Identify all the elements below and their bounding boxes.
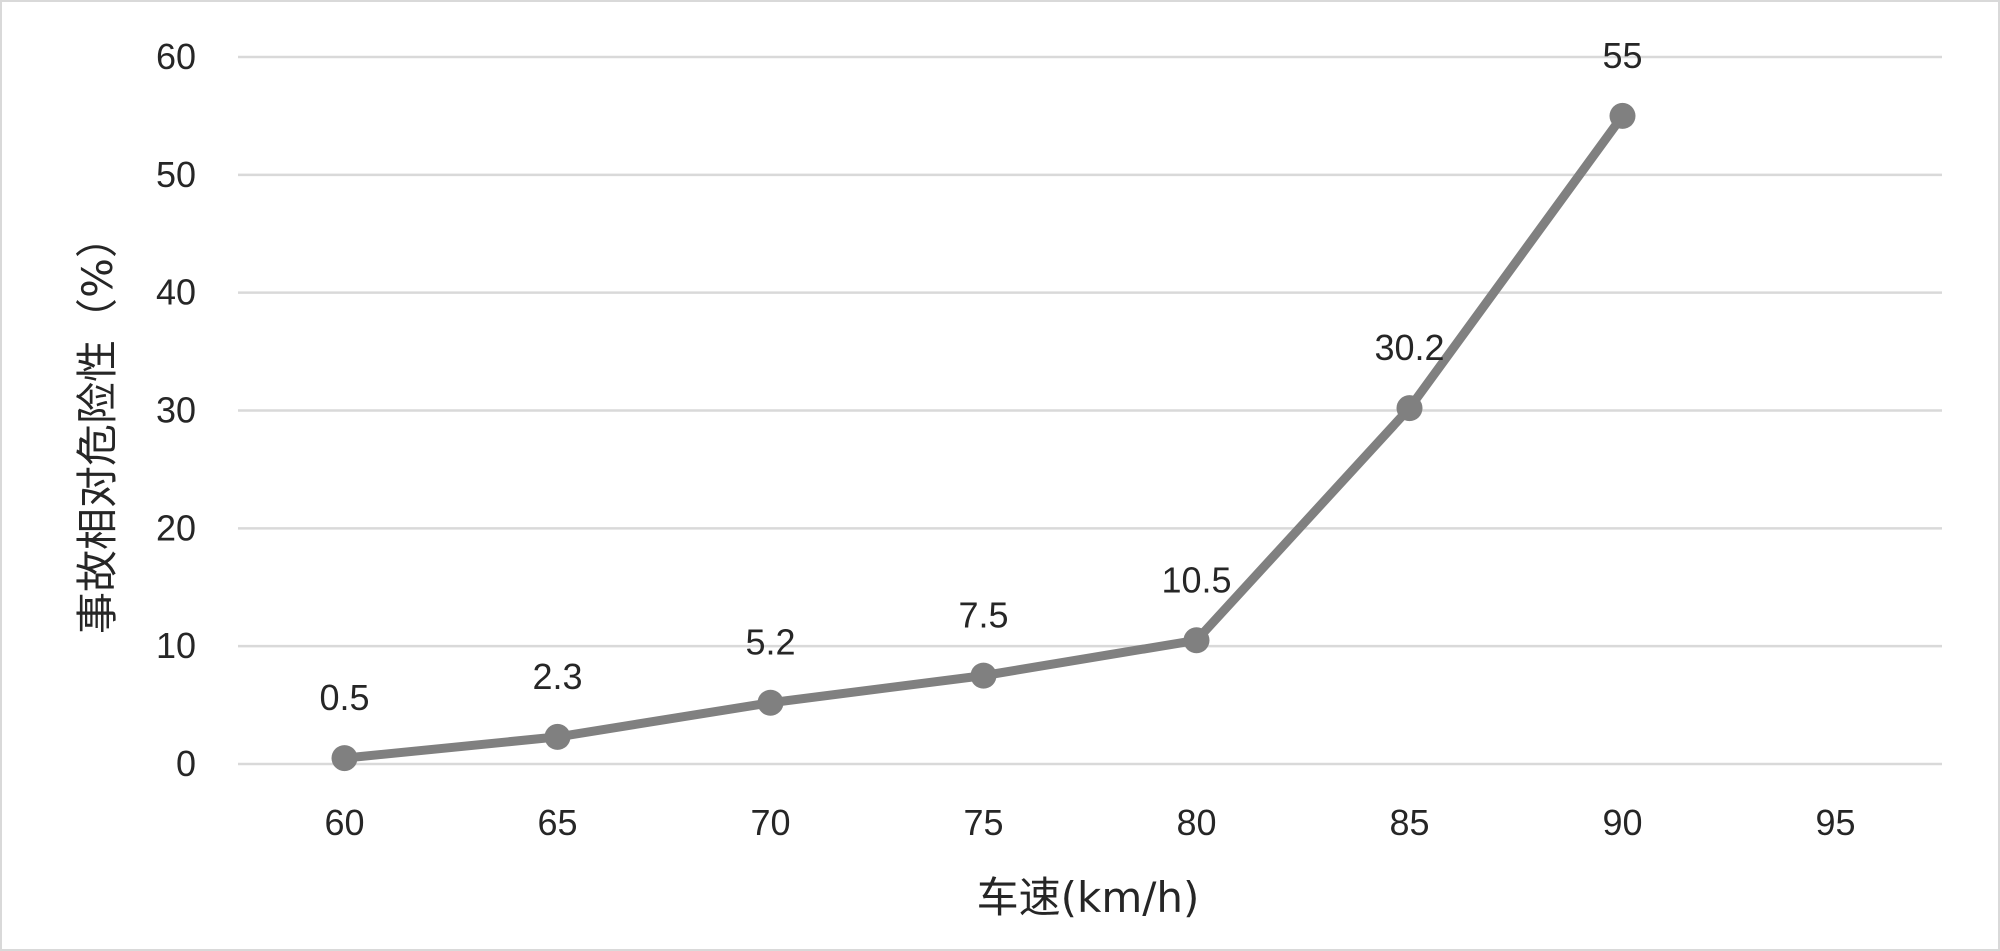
x-tick-label: 85 [1389,802,1429,843]
y-tick-label: 10 [156,625,196,666]
x-tick-label: 70 [750,802,790,843]
y-tick-label: 20 [156,507,196,548]
x-tick-label: 75 [963,802,1003,843]
data-point [331,745,358,772]
data-label: 7.5 [958,595,1008,636]
data-label: 5.2 [745,622,795,663]
data-point [1183,627,1210,654]
y-axis-tick-labels: 0 10 20 30 40 50 60 [156,36,196,784]
data-point [757,689,784,716]
x-axis-tick-labels: 60 65 70 75 80 85 90 95 [324,802,1855,843]
data-point [1609,102,1636,129]
series-line [331,102,1636,772]
data-label: 10.5 [1161,559,1231,600]
data-point [544,723,571,750]
y-axis-title: 事故相对危险性（%） [73,216,122,634]
data-point [1396,395,1423,422]
x-axis-title: 车速(km/h) [977,873,1200,922]
x-tick-label: 90 [1602,802,1642,843]
data-label: 2.3 [532,656,582,697]
y-tick-label: 60 [156,36,196,77]
y-tick-label: 40 [156,272,196,313]
x-tick-label: 80 [1176,802,1216,843]
data-label: 30.2 [1374,327,1444,368]
y-tick-label: 30 [156,390,196,431]
x-tick-label: 65 [537,802,577,843]
data-point [970,662,997,689]
gridlines [238,55,1942,766]
data-labels: 0.5 2.3 5.2 7.5 10.5 30.2 55 [319,35,1642,718]
data-label: 0.5 [319,677,369,718]
y-tick-label: 0 [176,743,196,784]
x-tick-label: 60 [324,802,364,843]
y-tick-label: 50 [156,154,196,195]
x-tick-label: 95 [1815,802,1855,843]
data-label: 55 [1602,35,1642,76]
